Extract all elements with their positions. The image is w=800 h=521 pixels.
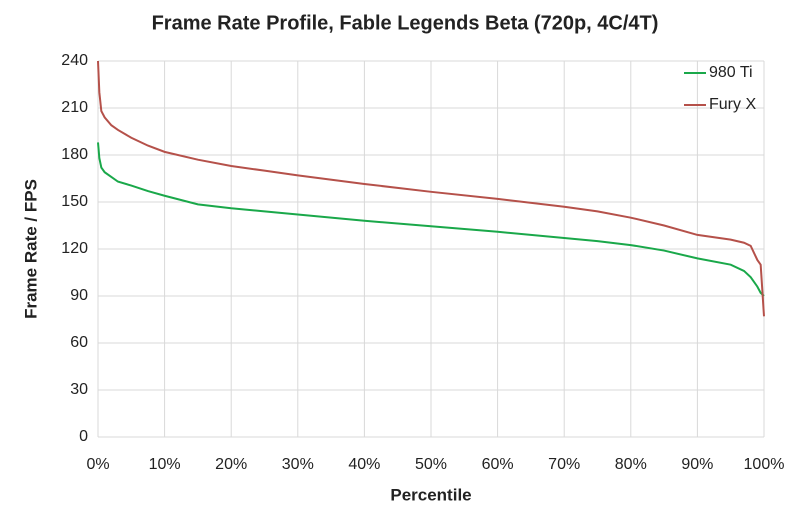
x-tick-label: 70% bbox=[548, 456, 580, 473]
x-tick-label: 10% bbox=[149, 456, 181, 473]
x-tick-label: 0% bbox=[86, 456, 109, 473]
legend-label: 980 Ti bbox=[709, 64, 753, 81]
x-tick-label: 80% bbox=[615, 456, 647, 473]
y-tick-label: 30 bbox=[70, 381, 88, 398]
y-tick-label: 0 bbox=[79, 428, 88, 445]
x-tick-label: 20% bbox=[215, 456, 247, 473]
x-tick-label: 30% bbox=[282, 456, 314, 473]
y-tick-label: 210 bbox=[61, 99, 88, 116]
x-tick-label: 60% bbox=[482, 456, 514, 473]
y-tick-label: 60 bbox=[70, 334, 88, 351]
chart-title: Frame Rate Profile, Fable Legends Beta (… bbox=[152, 12, 659, 34]
line bbox=[97, 60, 765, 317]
legend-label: Fury X bbox=[709, 96, 756, 113]
y-tick-label: 240 bbox=[61, 52, 88, 69]
y-tick-label: 120 bbox=[61, 240, 88, 257]
y-axis-label: Frame Rate / FPS bbox=[21, 179, 40, 319]
y-tick-label: 90 bbox=[70, 287, 88, 304]
x-tick-label: 100% bbox=[744, 456, 785, 473]
y-tick-label: 180 bbox=[61, 146, 88, 163]
x-tick-label: 90% bbox=[681, 456, 713, 473]
x-axis-label: Percentile bbox=[390, 485, 471, 504]
line bbox=[97, 142, 765, 297]
x-tick-label: 50% bbox=[415, 456, 447, 473]
y-tick-label: 150 bbox=[61, 193, 88, 210]
x-tick-label: 40% bbox=[348, 456, 380, 473]
